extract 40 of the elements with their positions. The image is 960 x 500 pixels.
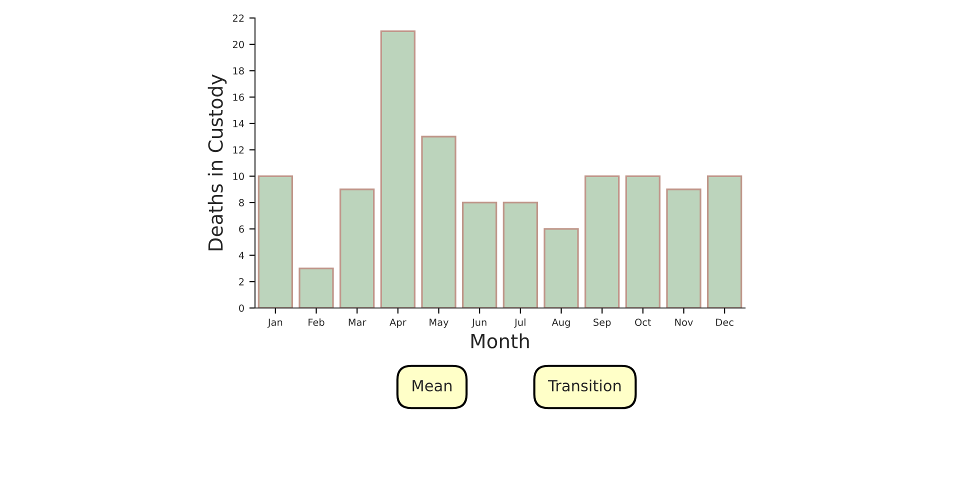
y-tick-label: 20 <box>232 40 244 48</box>
y-tick-label: 16 <box>233 94 244 101</box>
y-tick-label: 10 <box>233 172 244 180</box>
x-tick-label: Oct <box>635 318 652 326</box>
y-tick-label: 6 <box>239 225 244 233</box>
y-tick-label: 2 <box>239 278 244 286</box>
bar <box>625 175 660 308</box>
bar <box>340 188 375 308</box>
x-tick-label: Jan <box>267 318 282 328</box>
bar <box>707 175 742 308</box>
x-tick-label: Mar <box>348 318 366 326</box>
y-tick-label: 0 <box>239 304 244 312</box>
y-tick-label: 18 <box>233 67 244 75</box>
x-tick-label: Nov <box>675 318 693 326</box>
bar <box>544 228 579 308</box>
y-tick-label: 8 <box>239 199 244 206</box>
bar <box>421 136 456 308</box>
y-axis-title: Deaths in Custody <box>208 74 227 250</box>
text: Transition <box>548 380 621 392</box>
bar <box>502 202 538 308</box>
y-tick-label: 12 <box>233 146 244 154</box>
x-tick-label: Feb <box>308 318 324 326</box>
x-tick-label: Aug <box>552 318 570 328</box>
x-tick-label: Jun <box>471 318 486 328</box>
y-tick-label: 14 <box>233 120 244 128</box>
x-tick-label: Sep <box>594 318 611 328</box>
bar <box>666 188 702 308</box>
bar <box>462 202 498 308</box>
x-tick-label: Dec <box>716 318 734 326</box>
y-tick-label: 22 <box>232 14 244 22</box>
x-tick-label: May <box>430 318 449 328</box>
x-axis-title: Month <box>471 333 529 348</box>
bar <box>298 268 334 308</box>
bar <box>380 30 416 308</box>
x-tick-label: Apr <box>390 318 406 328</box>
x-tick-label: Jul <box>514 318 526 328</box>
bar <box>584 175 620 308</box>
text: Mean <box>412 380 452 392</box>
y-tick-label: 4 <box>238 252 244 259</box>
bar <box>258 175 293 308</box>
